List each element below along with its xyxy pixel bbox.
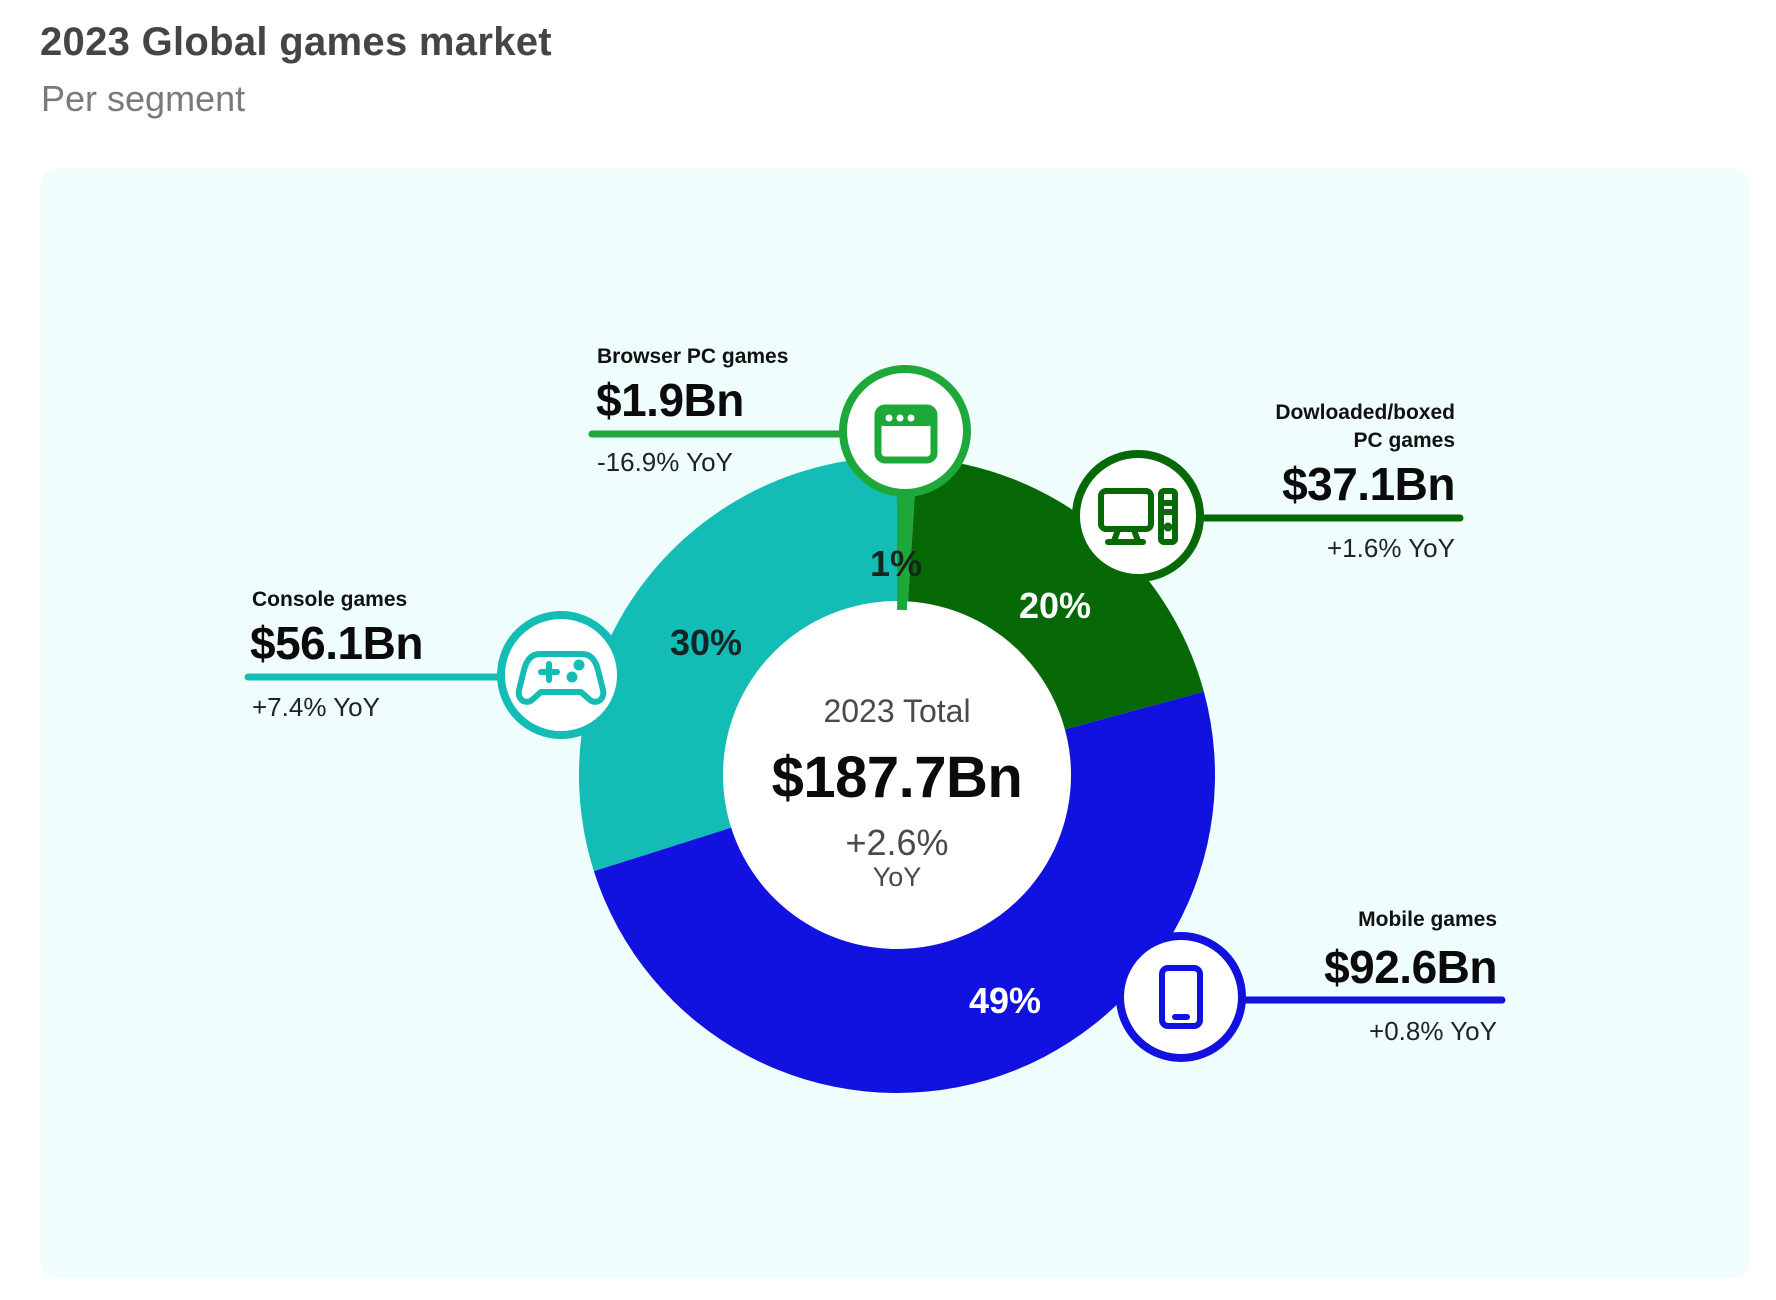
pct-label-browser: 1%	[869, 543, 923, 584]
gamepad-icon	[515, 651, 607, 705]
console-badge	[497, 611, 625, 739]
mobile-segment-value: $92.6Bn	[1324, 941, 1497, 993]
mobile-segment-label: Mobile games	[1358, 908, 1497, 931]
center-total-change-unit: YoY	[872, 862, 922, 892]
console-segment-yoy: +7.4% YoY	[252, 692, 380, 722]
console-segment-label: Console games	[252, 588, 408, 611]
mobile-badge	[1116, 932, 1246, 1062]
center-total-label: 2023 Total	[823, 693, 971, 729]
chart-title: 2023 Global games market	[40, 20, 552, 64]
browser-slice-stem	[897, 496, 910, 611]
browser-segment-value: $1.9Bn	[596, 374, 744, 426]
pc-segment-label-line1: Dowloaded/boxed	[1275, 401, 1455, 424]
pc-badge	[1072, 450, 1204, 582]
browser-window-icon	[874, 404, 938, 464]
pc-segment-yoy: +1.6% YoY	[1327, 533, 1455, 563]
center-total-value: $187.7Bn	[771, 745, 1023, 810]
console-segment-value: $56.1Bn	[250, 617, 423, 669]
smartphone-icon	[1159, 965, 1203, 1029]
pct-label-mobile: 49%	[968, 980, 1042, 1021]
pc-segment-label-line2: PC games	[1353, 429, 1455, 452]
pct-label-pc: 20%	[1018, 585, 1092, 626]
desktop-computer-icon	[1098, 488, 1178, 545]
mobile-segment-yoy: +0.8% YoY	[1369, 1016, 1497, 1046]
chart-subtitle: Per segment	[41, 78, 246, 119]
donut-hole	[723, 601, 1071, 949]
pc-segment-value: $37.1Bn	[1282, 458, 1455, 510]
browser-segment-label: Browser PC games	[597, 345, 789, 368]
center-total-change: +2.6%	[845, 822, 949, 863]
pct-label-console: 30%	[669, 622, 743, 663]
browser-badge	[839, 365, 971, 497]
browser-segment-yoy: -16.9% YoY	[597, 447, 733, 477]
